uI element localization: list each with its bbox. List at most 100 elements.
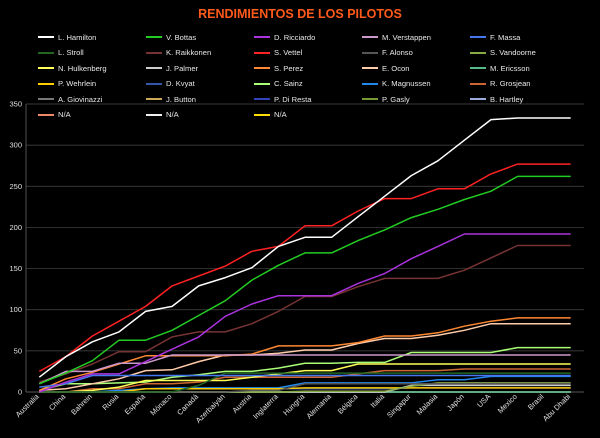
x-tick-label: Mónaco xyxy=(148,392,173,417)
legend-item: N/A xyxy=(146,109,179,121)
legend-label: M. Verstappen xyxy=(382,32,431,42)
legend-item: P. Di Resta xyxy=(254,93,311,105)
legend-label: A. Giovinazzi xyxy=(58,94,103,104)
legend-swatch xyxy=(362,36,378,38)
legend-label: B. Hartley xyxy=(490,94,524,104)
legend-item: V. Bottas xyxy=(146,31,196,43)
legend-item: N/A xyxy=(38,109,71,121)
x-tick-label: Azerbaiyán xyxy=(194,392,227,425)
x-tick-label: Singapur xyxy=(385,392,413,420)
legend-swatch xyxy=(470,98,486,100)
legend-swatch xyxy=(254,82,270,85)
legend-item: F. Alonso xyxy=(362,47,413,59)
series-line xyxy=(39,374,571,388)
legend-item: R. Grosjean xyxy=(470,78,531,90)
legend-swatch xyxy=(362,67,378,69)
y-tick-label: 150 xyxy=(9,264,22,273)
series-line xyxy=(39,372,571,393)
legend-label: L. Hamilton xyxy=(58,32,97,42)
legend-item: S. Vandoorne xyxy=(470,47,536,59)
series-line xyxy=(39,317,571,392)
legend-swatch xyxy=(146,113,162,116)
legend-swatch xyxy=(470,67,486,69)
legend-label: K. Magnussen xyxy=(382,79,431,88)
x-tick-label: Rusia xyxy=(100,391,121,412)
legend-label: K. Raikkonen xyxy=(166,48,212,57)
legend-item: D. Ricciardo xyxy=(254,31,315,43)
legend-label: N/A xyxy=(58,110,71,119)
x-tick-label: Malasia xyxy=(415,391,440,416)
y-tick-label: 200 xyxy=(9,223,22,232)
legend-item: N. Hulkenberg xyxy=(38,62,107,74)
x-tick-label: Abu Dhabi xyxy=(541,392,572,423)
series-line xyxy=(38,354,571,385)
legend-swatch xyxy=(470,51,486,54)
series-line xyxy=(39,368,571,393)
series-line xyxy=(39,175,571,385)
legend-item: S. Perez xyxy=(254,62,303,74)
legend-label: S. Vettel xyxy=(274,48,303,57)
legend-swatch xyxy=(146,51,162,54)
series-line xyxy=(38,163,571,373)
legend-label: M. Ericsson xyxy=(490,63,530,73)
legend-label: P. Gasly xyxy=(382,94,410,104)
x-tick-label: Canadá xyxy=(175,391,201,417)
legend-label: N. Hulkenberg xyxy=(58,63,107,73)
x-tick-label: China xyxy=(47,391,68,412)
legend-label: P. Wehrlein xyxy=(58,79,97,88)
legend-item: M. Ericsson xyxy=(470,62,530,74)
legend-swatch xyxy=(38,113,54,116)
legend-label: J. Button xyxy=(166,94,196,104)
legend-item: C. Sainz xyxy=(254,78,303,90)
legend-label: J. Palmer xyxy=(166,63,199,73)
legend-label: L. Stroll xyxy=(58,48,84,57)
x-tick-label: Bahrein xyxy=(69,392,94,417)
legend-swatch xyxy=(470,36,486,38)
x-tick-label: Bélgica xyxy=(336,391,360,415)
legend-label: N/A xyxy=(274,110,287,119)
y-tick-label: 100 xyxy=(9,305,22,314)
x-tick-label: Brasil xyxy=(526,392,546,412)
legend-item: B. Hartley xyxy=(470,93,523,105)
x-tick-label: Alemania xyxy=(305,391,334,420)
legend-label: D. Ricciardo xyxy=(274,32,316,42)
legend-item: J. Palmer xyxy=(146,62,198,74)
x-tick-label: España xyxy=(123,391,148,416)
series-line xyxy=(39,387,571,393)
legend-label: F. Massa xyxy=(490,32,521,42)
legend-swatch xyxy=(254,113,270,116)
series-line xyxy=(39,233,571,393)
chart-title: RENDIMIENTOS DE LOS PILOTOS xyxy=(198,7,402,21)
x-tick-label: Italia xyxy=(369,391,387,409)
legend-label: V. Bottas xyxy=(166,32,197,42)
series-line xyxy=(39,375,571,393)
y-tick-label: 0 xyxy=(18,388,22,397)
legend-item: P. Gasly xyxy=(362,93,410,105)
legend-swatch xyxy=(38,36,54,38)
legend-swatch xyxy=(146,67,162,69)
legend-item: J. Button xyxy=(146,93,196,105)
x-tick-label: Japón xyxy=(445,392,466,413)
legend-swatch xyxy=(254,36,270,38)
legend-swatch xyxy=(362,98,378,100)
y-tick-label: 50 xyxy=(14,346,22,355)
legend-swatch xyxy=(254,51,270,54)
legend-item: S. Vettel xyxy=(254,47,302,59)
legend-item: E. Ocon xyxy=(362,62,409,74)
legend-swatch xyxy=(254,98,270,100)
legend-item: P. Wehrlein xyxy=(38,78,96,90)
legend-item: N/A xyxy=(254,109,287,121)
legend-swatch xyxy=(146,98,162,100)
legend-swatch xyxy=(146,36,162,38)
legend-swatch xyxy=(146,82,162,85)
legend-swatch xyxy=(38,51,54,54)
legend-label: S. Perez xyxy=(274,63,304,73)
series-line xyxy=(38,117,571,378)
legend-label: P. Di Resta xyxy=(274,94,312,104)
y-tick-label: 250 xyxy=(9,182,22,191)
legend-swatch xyxy=(38,98,54,100)
legend-item: L. Stroll xyxy=(38,47,84,59)
legend-swatch xyxy=(38,67,54,69)
x-tick-label: USA xyxy=(475,392,492,409)
